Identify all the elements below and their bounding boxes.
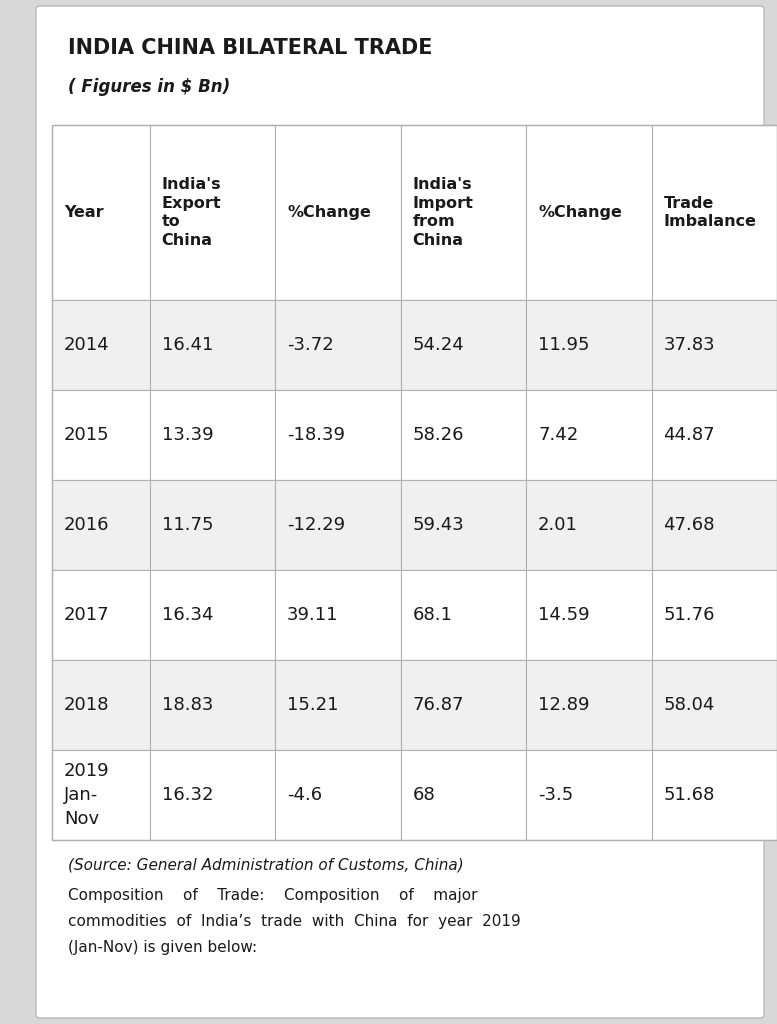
Text: 68: 68 [413,786,435,804]
Text: 12.89: 12.89 [538,696,590,714]
Bar [149,480,275,570]
Text: 59.43: 59.43 [413,516,465,534]
Bar [526,480,651,570]
Text: 2019
Jan-
Nov: 2019 Jan- Nov [64,763,110,827]
Text: 51.76: 51.76 [664,606,715,624]
Text: Composition    of    Trade:    Composition    of    major: Composition of Trade: Composition of maj… [68,888,478,903]
Bar [651,570,777,660]
Bar [149,570,275,660]
Bar [275,300,400,390]
Bar [400,570,526,660]
Bar [52,300,149,390]
Text: 2015: 2015 [64,426,110,444]
Bar [651,125,777,300]
Bar [400,480,526,570]
Bar [400,125,526,300]
Text: 68.1: 68.1 [413,606,452,624]
Bar [52,125,149,300]
Text: INDIA CHINA BILATERAL TRADE: INDIA CHINA BILATERAL TRADE [68,38,433,58]
Text: 2016: 2016 [64,516,110,534]
Text: ( Figures in $ Bn): ( Figures in $ Bn) [68,78,230,96]
Text: India's
Import
from
China: India's Import from China [413,177,473,248]
Text: -18.39: -18.39 [287,426,345,444]
Bar [52,750,149,840]
Text: 16.32: 16.32 [162,786,213,804]
Text: 51.68: 51.68 [664,786,715,804]
Bar [526,300,651,390]
Bar [526,125,651,300]
Bar [526,750,651,840]
Text: -3.72: -3.72 [287,336,334,354]
Bar [52,570,149,660]
Text: 58.26: 58.26 [413,426,464,444]
Text: (Source: General Administration of Customs, China): (Source: General Administration of Custo… [68,858,464,873]
Bar [400,750,526,840]
Bar [149,300,275,390]
Bar [526,570,651,660]
Text: 13.39: 13.39 [162,426,213,444]
Text: %Change: %Change [538,205,622,220]
Bar [52,390,149,480]
Bar [400,300,526,390]
FancyBboxPatch shape [36,6,764,1018]
Bar [651,480,777,570]
Text: 58.04: 58.04 [664,696,715,714]
Text: Trade
Imbalance: Trade Imbalance [664,196,757,229]
Text: 2014: 2014 [64,336,110,354]
Text: 2018: 2018 [64,696,110,714]
Text: -3.5: -3.5 [538,786,573,804]
Text: 37.83: 37.83 [664,336,715,354]
Bar [52,480,149,570]
Text: 7.42: 7.42 [538,426,578,444]
Text: 54.24: 54.24 [413,336,465,354]
Text: 14.59: 14.59 [538,606,590,624]
Text: 15.21: 15.21 [287,696,339,714]
Text: 44.87: 44.87 [664,426,715,444]
Text: Year: Year [64,205,103,220]
Text: commodities  of  India’s  trade  with  China  for  year  2019: commodities of India’s trade with China … [68,914,521,929]
Text: (Jan-Nov) is given below:: (Jan-Nov) is given below: [68,940,257,955]
Text: 2.01: 2.01 [538,516,578,534]
Bar [52,125,777,840]
Text: 76.87: 76.87 [413,696,464,714]
Text: 16.34: 16.34 [162,606,213,624]
Bar [275,390,400,480]
Bar [149,125,275,300]
Text: %Change: %Change [287,205,371,220]
Text: 11.95: 11.95 [538,336,590,354]
Text: -4.6: -4.6 [287,786,322,804]
Bar [275,660,400,750]
Text: 11.75: 11.75 [162,516,213,534]
Text: 39.11: 39.11 [287,606,339,624]
Text: 2017: 2017 [64,606,110,624]
Bar [400,390,526,480]
Bar [275,750,400,840]
Bar [149,390,275,480]
Text: 16.41: 16.41 [162,336,213,354]
Bar [52,660,149,750]
Bar [275,480,400,570]
Bar [651,300,777,390]
Bar [651,660,777,750]
Text: 18.83: 18.83 [162,696,213,714]
Bar [651,750,777,840]
Text: India's
Export
to
China: India's Export to China [162,177,221,248]
Text: -12.29: -12.29 [287,516,345,534]
Bar [526,660,651,750]
Bar [526,390,651,480]
Bar [275,570,400,660]
Text: 47.68: 47.68 [664,516,715,534]
Bar [149,660,275,750]
Bar [651,390,777,480]
Bar [400,660,526,750]
Bar [275,125,400,300]
Bar [149,750,275,840]
